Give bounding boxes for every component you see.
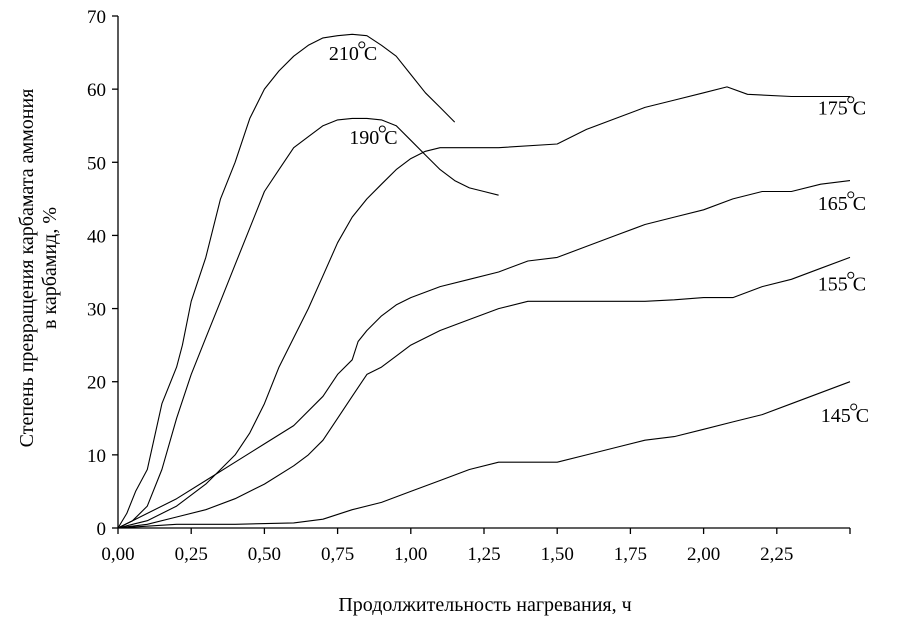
series-label-value: 210 C bbox=[329, 43, 377, 65]
x-tick-label: 2,25 bbox=[760, 544, 793, 565]
degree-symbol bbox=[358, 41, 366, 49]
series-line-175 bbox=[117, 86, 850, 529]
x-tick-label: 1,75 bbox=[614, 544, 647, 565]
x-axis-title: Продолжительность нагревания, ч bbox=[338, 594, 631, 616]
series-line-145 bbox=[117, 381, 851, 529]
series-line-190 bbox=[117, 117, 499, 529]
series-line-155 bbox=[117, 256, 851, 529]
x-tick-label: 0,75 bbox=[321, 544, 354, 565]
y-tick-label: 60 bbox=[87, 80, 106, 101]
degree-symbol bbox=[850, 403, 858, 411]
y-tick-label: 30 bbox=[87, 300, 106, 321]
x-tick-label: 0,00 bbox=[101, 544, 134, 565]
x-tick-label: 2,00 bbox=[687, 544, 720, 565]
series-label-145: 145 C bbox=[821, 403, 869, 427]
axes bbox=[117, 16, 850, 529]
series-label-value: 190 C bbox=[349, 127, 397, 149]
y-tick-label: 50 bbox=[87, 153, 106, 174]
series-label-155: 155 C bbox=[818, 271, 866, 295]
y-tick-label: 20 bbox=[87, 373, 106, 394]
degree-symbol bbox=[847, 191, 855, 199]
series-label-value: 165 C bbox=[818, 193, 866, 215]
series-group bbox=[117, 33, 851, 529]
y-tick-label: 40 bbox=[87, 226, 106, 247]
series-label-value: 155 C bbox=[818, 273, 866, 295]
y-tick-label: 10 bbox=[87, 446, 106, 467]
x-tick-label: 1,25 bbox=[467, 544, 500, 565]
x-axis-ticks: 0,00 0,25 0,50 0,75 1,00 1,25 1,50 1,75 2,00 2,25 bbox=[101, 528, 851, 565]
degree-symbol bbox=[847, 96, 855, 104]
series-line-165 bbox=[117, 180, 851, 529]
series-labels: 210 C 190 C 175 C 165 C 155 C 145 C bbox=[329, 41, 869, 427]
degree-symbol bbox=[378, 125, 386, 133]
series-label-175: 175 C bbox=[818, 96, 866, 120]
y-axis-title-line-2: в карбамид, % bbox=[39, 207, 61, 329]
series-label-190: 190 C bbox=[349, 125, 398, 149]
series-label-value: 175 C bbox=[818, 98, 866, 120]
x-tick-label: 1,50 bbox=[541, 544, 574, 565]
y-axis-title: Степень превращения карбамата аммония в … bbox=[16, 89, 61, 448]
series-label-210: 210 C bbox=[329, 41, 377, 65]
degree-symbol bbox=[847, 271, 855, 279]
x-tick-label: 1,00 bbox=[394, 544, 427, 565]
series-label-value: 145 C bbox=[821, 405, 869, 427]
y-axis-ticks: 0 10 20 30 40 50 60 70 bbox=[87, 7, 118, 540]
x-tick-label: 0,50 bbox=[248, 544, 281, 565]
y-axis-title-line-1: Степень превращения карбамата аммония bbox=[16, 89, 38, 448]
series-line-210 bbox=[117, 33, 456, 529]
y-tick-label: 0 bbox=[97, 519, 107, 540]
x-tick-label: 0,25 bbox=[175, 544, 208, 565]
y-tick-label: 70 bbox=[87, 7, 106, 28]
series-label-165: 165 C bbox=[818, 191, 866, 215]
